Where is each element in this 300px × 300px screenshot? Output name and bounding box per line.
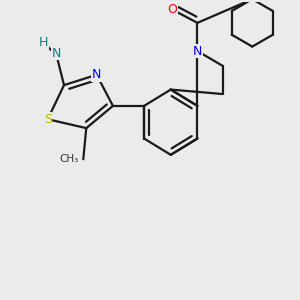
Text: O: O	[167, 3, 177, 16]
Text: N: N	[92, 68, 101, 81]
Text: H: H	[39, 36, 48, 49]
Text: S: S	[44, 113, 52, 126]
Text: N: N	[52, 46, 61, 60]
Text: N: N	[193, 44, 202, 58]
Text: CH₃: CH₃	[60, 154, 79, 164]
